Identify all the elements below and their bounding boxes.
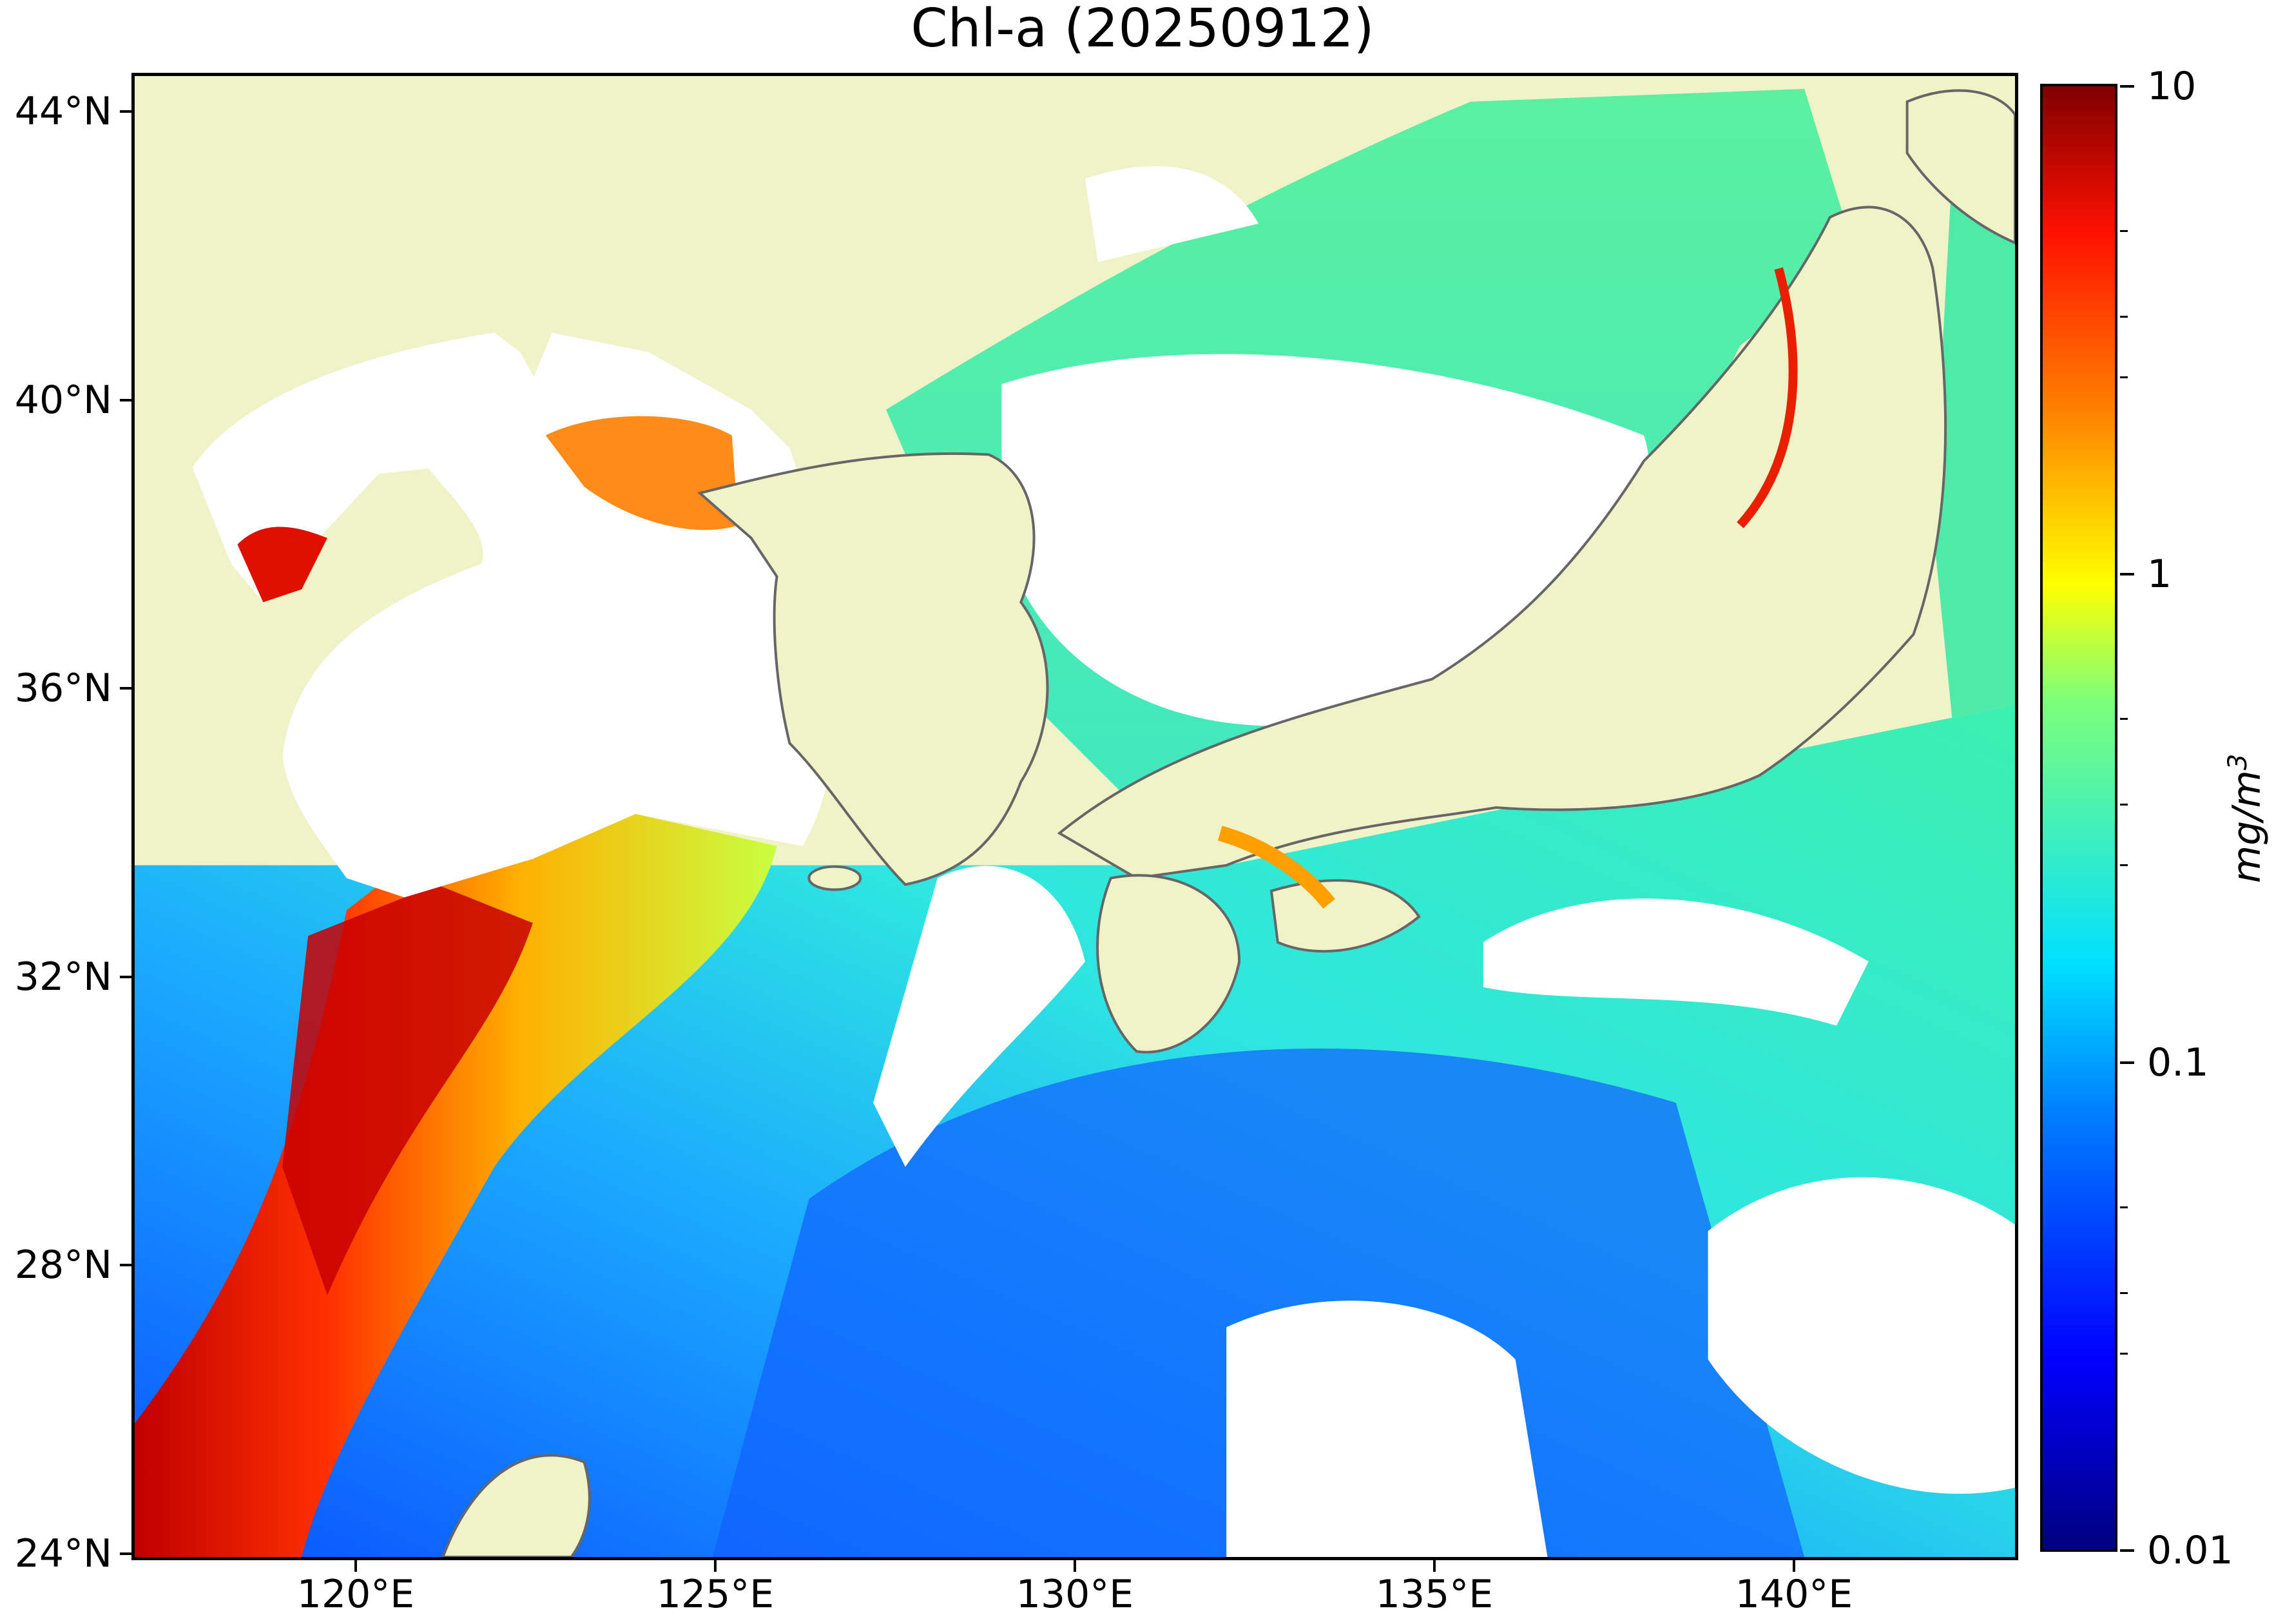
jeju-island <box>807 865 862 891</box>
lat-tick <box>120 110 131 113</box>
lon-label: 140°E <box>1735 1572 1853 1617</box>
cloud-gap <box>1483 898 1869 1026</box>
lon-label: 120°E <box>296 1572 415 1617</box>
colorbar-tick <box>2120 1061 2134 1064</box>
lat-tick <box>120 1552 131 1555</box>
lon-tick <box>1433 1560 1436 1572</box>
colorbar-minor-tick <box>2120 1353 2128 1355</box>
kyushu <box>1096 874 1241 1054</box>
lon-tick <box>714 1560 717 1572</box>
shikoku <box>1269 879 1421 953</box>
yangtze-plume <box>282 884 533 1295</box>
coastal-high-chl <box>135 814 777 1557</box>
lon-tick <box>1793 1560 1795 1572</box>
cloud-gap <box>1708 1177 2015 1494</box>
cloud-gap <box>1085 166 1259 262</box>
lon-label: 130°E <box>1016 1572 1134 1617</box>
map-panel <box>131 73 2018 1560</box>
colorbar-label: 1 <box>2147 552 2172 597</box>
colorbar-minor-tick <box>2120 718 2128 720</box>
colorbar-minor-tick <box>2120 316 2128 318</box>
colorbar-tick <box>2120 85 2134 88</box>
cloud-gap <box>1226 1300 1548 1557</box>
colorbar-minor-tick <box>2120 804 2128 806</box>
bohai-high-chl <box>545 416 738 530</box>
chart-title: Chl-a (20250912) <box>911 0 1374 59</box>
colorbar-unit-text: mg/m3 <box>2223 753 2270 884</box>
honshu <box>1057 206 1947 880</box>
lon-label: 125°E <box>656 1572 775 1617</box>
lat-tick <box>120 687 131 690</box>
colorbar-minor-tick <box>2120 864 2128 866</box>
unit-exponent: 3 <box>2223 753 2253 771</box>
colorbar-tick <box>2120 573 2134 575</box>
lat-label: 36°N <box>14 666 112 711</box>
colorbar-label: 0.1 <box>2147 1040 2209 1085</box>
colorbar-minor-tick <box>2120 230 2128 232</box>
colorbar-minor-tick <box>2120 1206 2128 1208</box>
lon-tick <box>354 1560 357 1572</box>
lat-label: 24°N <box>14 1531 112 1576</box>
pacific-north-chl <box>1933 172 2015 718</box>
coastal-high-chl-japan <box>1217 826 1335 909</box>
colorbar <box>2040 84 2117 1552</box>
coastal-high-chl-japan <box>1737 267 1798 528</box>
lat-label: 32°N <box>14 954 112 1000</box>
chlorophyll-map <box>135 88 2015 1557</box>
colorbar-minor-tick <box>2120 1292 2128 1294</box>
korean-peninsula <box>697 452 1049 886</box>
colorbar-minor-tick <box>2120 376 2128 378</box>
lon-label: 135°E <box>1375 1572 1494 1617</box>
colorbar-tick <box>2120 1549 2134 1552</box>
cloud-gap <box>1001 354 1649 726</box>
lat-tick <box>120 976 131 978</box>
lat-label: 40°N <box>14 378 112 423</box>
lat-label: 44°N <box>14 89 112 134</box>
colorbar-label: 0.01 <box>2147 1528 2233 1573</box>
bohai-high-chl <box>237 527 327 603</box>
lat-label: 28°N <box>14 1242 112 1288</box>
lat-tick <box>120 1264 131 1266</box>
hokkaido <box>1905 89 2015 245</box>
colorbar-label: 10 <box>2147 64 2197 109</box>
ocean-low-chl <box>712 1049 1805 1557</box>
taiwan <box>441 1454 591 1557</box>
lat-tick <box>120 399 131 401</box>
colorbar-unit-label: mg/m3 <box>2223 754 2270 884</box>
lon-tick <box>1074 1560 1076 1572</box>
cloud-gap <box>873 865 1085 1167</box>
